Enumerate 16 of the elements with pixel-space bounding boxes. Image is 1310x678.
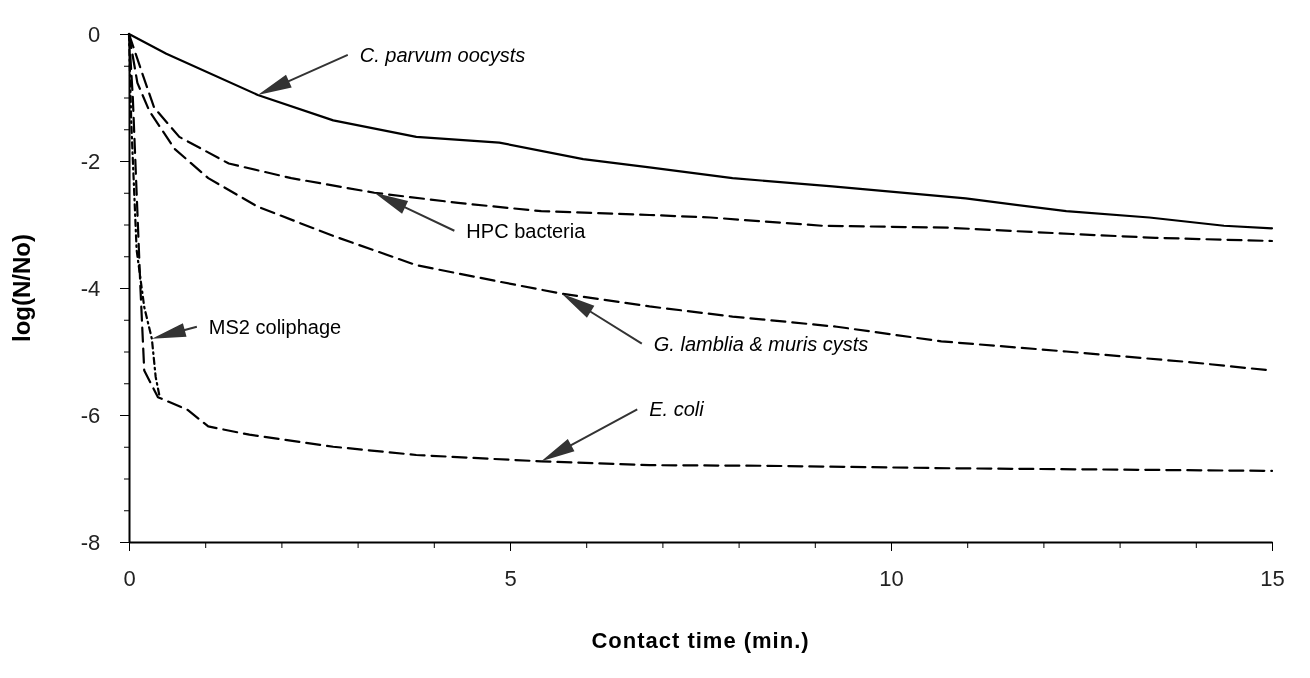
y-tick-label: -6	[80, 402, 101, 428]
y-axis-title: log(N/No)	[8, 234, 35, 342]
text: E. coli	[649, 398, 705, 421]
y-tick-label: -4	[80, 275, 101, 301]
x-axis-title: Contact time (min.)	[591, 628, 810, 653]
y-tick-label: -2	[80, 148, 101, 174]
x-tick-label: 10	[879, 566, 904, 592]
text: C. parvum oocysts	[359, 43, 526, 66]
series-label: HPC bacteria	[466, 219, 587, 242]
series-label: G. lamblia & muris cysts	[653, 332, 869, 355]
y-tick-label: -8	[80, 529, 101, 555]
x-tick-label: 15	[1260, 566, 1285, 592]
x-tick-label: 0	[123, 566, 136, 592]
x-tick-label: 5	[504, 566, 517, 592]
y-tick-label: 0	[87, 21, 101, 47]
text: MS2 coliphage	[208, 315, 342, 338]
